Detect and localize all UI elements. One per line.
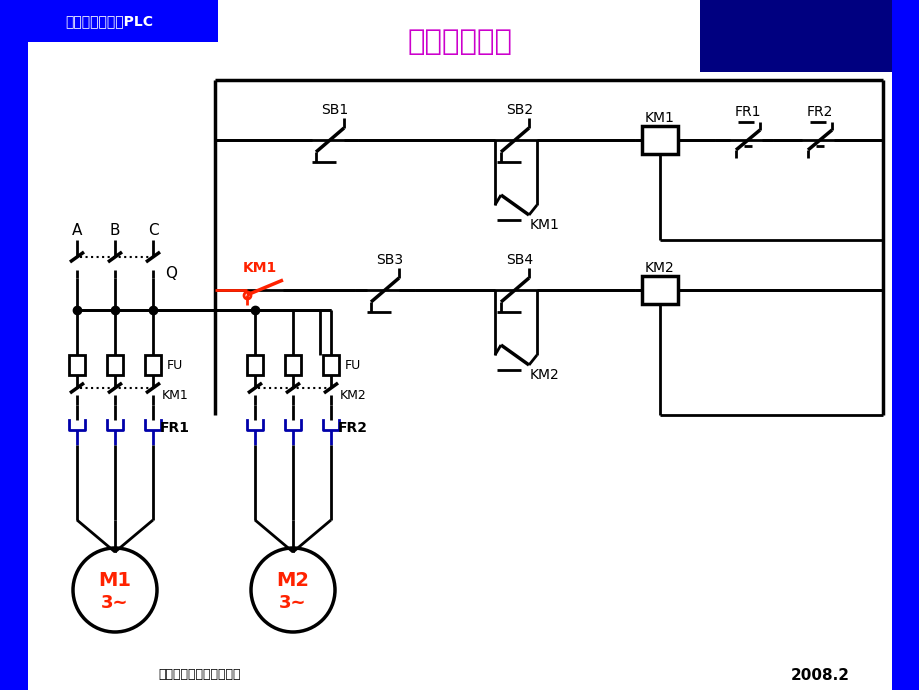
Text: FU: FU	[345, 359, 361, 371]
Text: KM2: KM2	[644, 261, 675, 275]
Text: B: B	[109, 222, 120, 237]
Text: M2: M2	[277, 571, 309, 589]
Bar	[69, 355, 85, 375]
Bar	[0, 0, 28, 690]
Bar	[145, 355, 161, 375]
Bar	[641, 126, 677, 154]
Text: 判断电路功能: 判断电路功能	[407, 28, 512, 56]
Text: SB4: SB4	[505, 253, 533, 267]
Text: KM1: KM1	[243, 261, 277, 275]
Bar	[891, 0, 919, 690]
Text: FR1: FR1	[160, 421, 190, 435]
Text: KM1: KM1	[162, 388, 188, 402]
Bar	[107, 355, 123, 375]
Text: FR2: FR2	[806, 105, 833, 119]
Bar	[699, 0, 891, 72]
Text: 3~: 3~	[101, 594, 129, 612]
Text: A: A	[72, 222, 82, 237]
Text: KM2: KM2	[529, 368, 560, 382]
Bar	[246, 355, 263, 375]
Bar	[641, 276, 677, 304]
Text: Q: Q	[165, 266, 176, 281]
Text: KM2: KM2	[339, 388, 366, 402]
Text: 青岛大学自动化工程学院: 青岛大学自动化工程学院	[159, 669, 241, 682]
Text: FR1: FR1	[734, 105, 760, 119]
Text: SB1: SB1	[321, 103, 348, 117]
Text: C: C	[148, 222, 158, 237]
Text: 2008.2: 2008.2	[789, 667, 848, 682]
Text: M1: M1	[98, 571, 131, 589]
Text: KM1: KM1	[644, 111, 675, 125]
Text: SB2: SB2	[505, 103, 533, 117]
Text: FU: FU	[166, 359, 183, 371]
Text: 电气控制技术及PLC: 电气控制技术及PLC	[65, 14, 153, 28]
Bar	[0, 0, 218, 42]
Bar	[323, 355, 338, 375]
Text: 3~: 3~	[279, 594, 306, 612]
Text: KM1: KM1	[529, 218, 560, 232]
Text: SB3: SB3	[376, 253, 403, 267]
Text: FR2: FR2	[337, 421, 368, 435]
Bar	[285, 355, 301, 375]
